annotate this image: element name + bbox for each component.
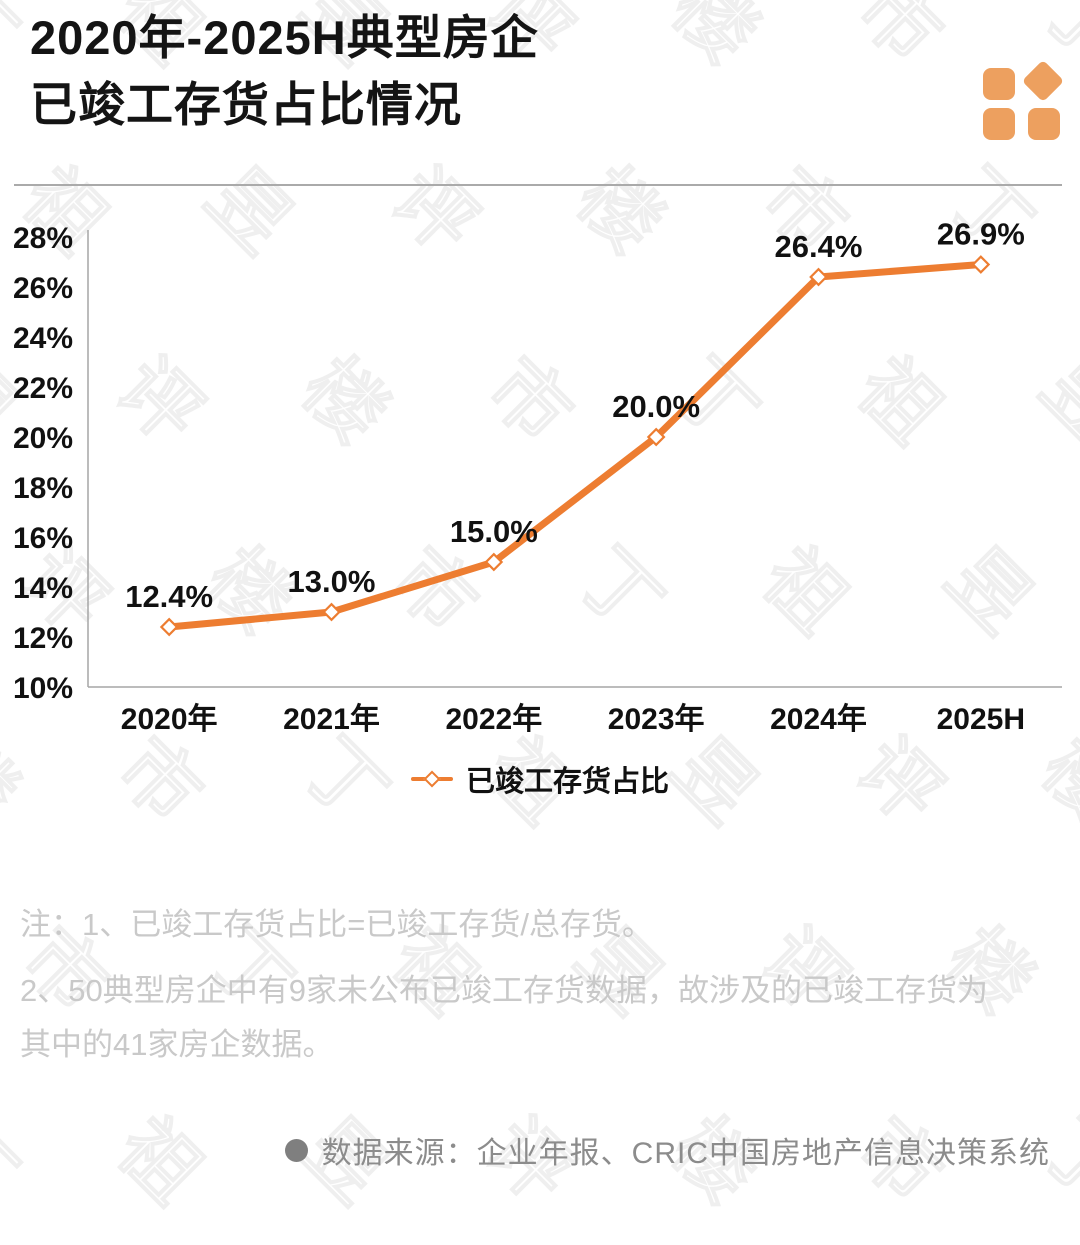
svg-text:2025H: 2025H	[937, 703, 1025, 736]
logo-square-bottom-left-icon	[983, 108, 1015, 140]
footnote-2-line-2: 其中的41家房企数据。	[20, 1027, 334, 1062]
svg-text:2022年: 2022年	[445, 703, 542, 736]
legend-label: 已竣工存货占比	[465, 766, 669, 798]
svg-text:2021年: 2021年	[283, 703, 380, 736]
svg-text:20.0%: 20.0%	[612, 389, 700, 424]
data-source: 数据来源：企业年报、CRIC中国房地产信息决策系统	[284, 1128, 1050, 1172]
footnote-1: 注：1、已竣工存货占比=已竣工存货/总存货。	[20, 907, 653, 942]
data-value-labels: 12.4% 13.0% 15.0% 20.0% 26.4% 26.9%	[125, 217, 1025, 615]
svg-text:15.0%: 15.0%	[450, 514, 538, 549]
svg-text:13.0%: 13.0%	[288, 564, 376, 599]
svg-text:2024年: 2024年	[770, 703, 867, 736]
svg-text:12.4%: 12.4%	[125, 579, 213, 614]
line-chart: 28% 26% 24% 22% 20% 18% 16% 14% 12% 10% 2020年 2021年…	[13, 217, 1062, 736]
axes	[87, 230, 1062, 688]
chart-legend: 已竣工存货占比	[0, 758, 1080, 800]
legend-line-diamond-icon	[410, 770, 453, 788]
footnote-2-line-1: 2、50典型房企中有9家未公布已竣工存货数据，故涉及的已竣工存货为	[20, 973, 988, 1008]
svg-text:26%: 26%	[13, 272, 73, 305]
svg-text:20%: 20%	[13, 422, 73, 455]
svg-text:2020年: 2020年	[121, 703, 218, 736]
footnotes: 注：1、已竣工存货占比=已竣工存货/总存货。 2、50典型房企中有9家未公布已竣…	[20, 898, 1050, 1072]
series-line	[165, 261, 985, 631]
svg-text:10%: 10%	[13, 672, 73, 705]
svg-text:26.4%: 26.4%	[775, 229, 863, 264]
page-title: 2020年-2025H典型房企 已竣工存货占比情况	[30, 4, 539, 138]
svg-text:26.9%: 26.9%	[937, 217, 1025, 252]
svg-text:24%: 24%	[13, 322, 73, 355]
svg-text:12%: 12%	[13, 622, 73, 655]
header-divider	[14, 184, 1062, 186]
bullet-icon	[284, 1138, 308, 1162]
svg-text:14%: 14%	[13, 572, 73, 605]
page-title-line-2: 已竣工存货占比情况	[30, 78, 462, 131]
logo-square-top-left-icon	[983, 68, 1015, 100]
brand-logo	[980, 59, 1065, 142]
page-title-line-1: 2020年-2025H典型房企	[30, 11, 539, 64]
svg-text:22%: 22%	[13, 372, 73, 405]
svg-text:16%: 16%	[13, 522, 73, 555]
data-source-text: 数据来源：企业年报、CRIC中国房地产信息决策系统	[321, 1137, 1050, 1170]
y-axis-tick-labels: 28% 26% 24% 22% 20% 18% 16% 14% 12% 10%	[13, 222, 73, 705]
x-axis-tick-labels: 2020年 2021年 2022年 2023年 2024年 2025H	[121, 703, 1025, 736]
svg-text:18%: 18%	[13, 472, 73, 505]
series-markers	[159, 255, 991, 637]
svg-text:28%: 28%	[13, 222, 73, 255]
logo-square-bottom-right-icon	[1028, 108, 1060, 140]
svg-text:2023年: 2023年	[608, 703, 705, 736]
logo-diamond-icon	[1021, 59, 1065, 103]
